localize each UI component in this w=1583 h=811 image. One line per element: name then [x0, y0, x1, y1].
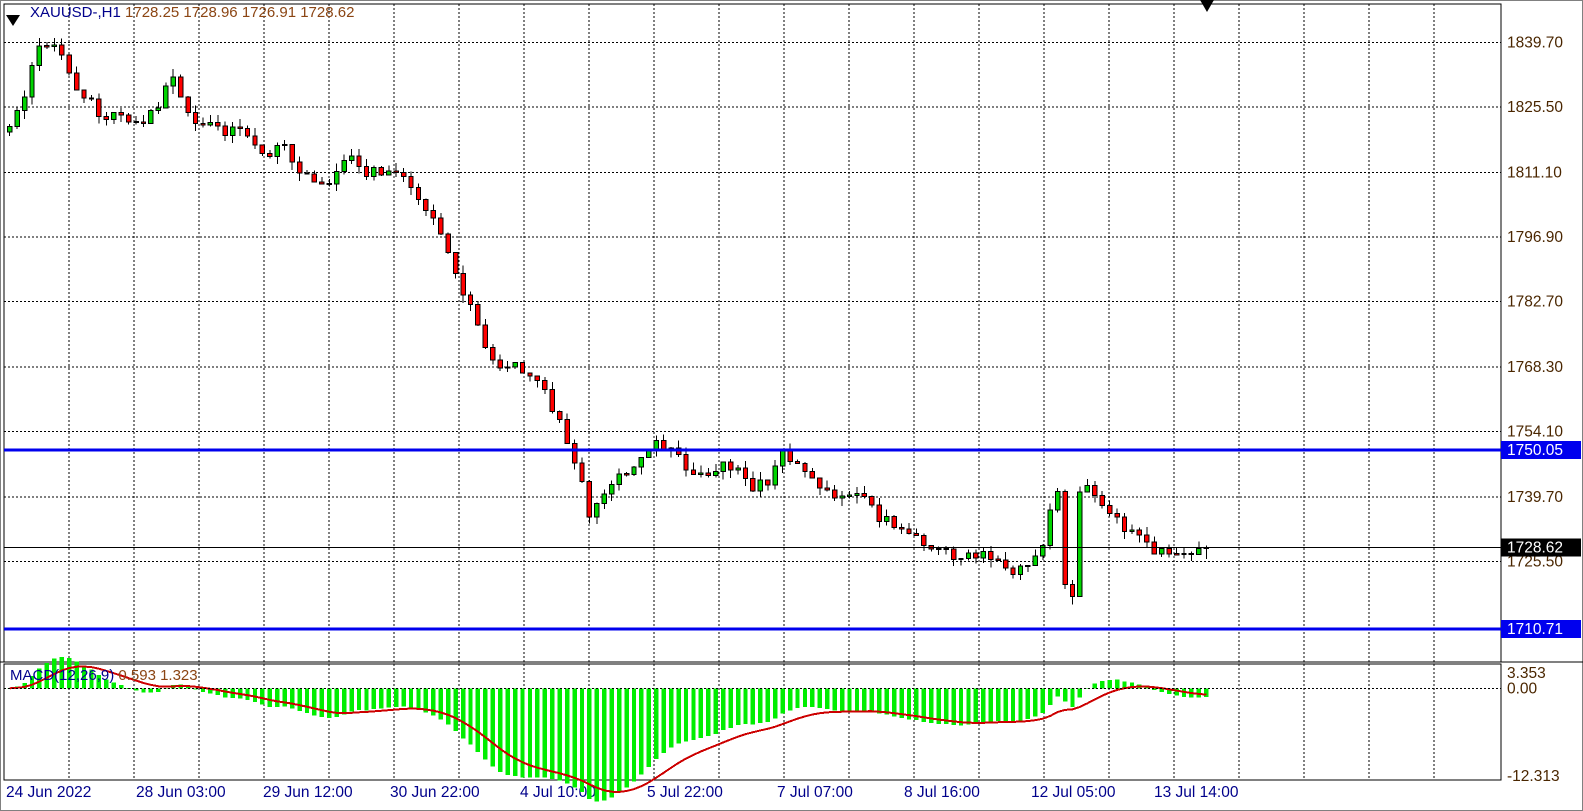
- svg-text:1710.71: 1710.71: [1507, 621, 1563, 638]
- svg-text:24 Jun 2022: 24 Jun 2022: [6, 784, 91, 801]
- svg-text:4 Jul 10:00: 4 Jul 10:00: [520, 784, 596, 801]
- svg-text:5 Jul 22:00: 5 Jul 22:00: [647, 784, 723, 801]
- svg-text:1825.50: 1825.50: [1507, 99, 1563, 116]
- svg-text:1750.05: 1750.05: [1507, 442, 1563, 459]
- svg-text:1811.10: 1811.10: [1507, 165, 1562, 182]
- svg-text:1739.70: 1739.70: [1507, 489, 1563, 506]
- svg-text:13 Jul 14:00: 13 Jul 14:00: [1154, 784, 1239, 801]
- svg-text:1839.70: 1839.70: [1507, 35, 1563, 52]
- svg-text:MACD(12,26,9) 0.593 1.323: MACD(12,26,9) 0.593 1.323: [10, 667, 198, 684]
- svg-text:1782.70: 1782.70: [1507, 294, 1563, 311]
- svg-text:1754.10: 1754.10: [1507, 424, 1563, 441]
- svg-text:29 Jun 12:00: 29 Jun 12:00: [263, 784, 353, 801]
- svg-text:8 Jul 16:00: 8 Jul 16:00: [904, 784, 980, 801]
- svg-text:1728.62: 1728.62: [1507, 539, 1563, 556]
- svg-text:0.00: 0.00: [1507, 680, 1538, 697]
- svg-text:12 Jul 05:00: 12 Jul 05:00: [1031, 784, 1116, 801]
- svg-text:XAUUSD-,H1 1728.25 1728.96 1: XAUUSD-,H1 1728.25 1728.96 1726.91 1728.…: [30, 4, 354, 21]
- svg-text:1768.30: 1768.30: [1507, 359, 1563, 376]
- svg-text:28 Jun 03:00: 28 Jun 03:00: [136, 784, 226, 801]
- svg-text:30 Jun 22:00: 30 Jun 22:00: [390, 784, 480, 801]
- svg-text:1796.90: 1796.90: [1507, 229, 1563, 246]
- svg-text:-12.313: -12.313: [1507, 768, 1560, 785]
- svg-text:7 Jul 07:00: 7 Jul 07:00: [777, 784, 853, 801]
